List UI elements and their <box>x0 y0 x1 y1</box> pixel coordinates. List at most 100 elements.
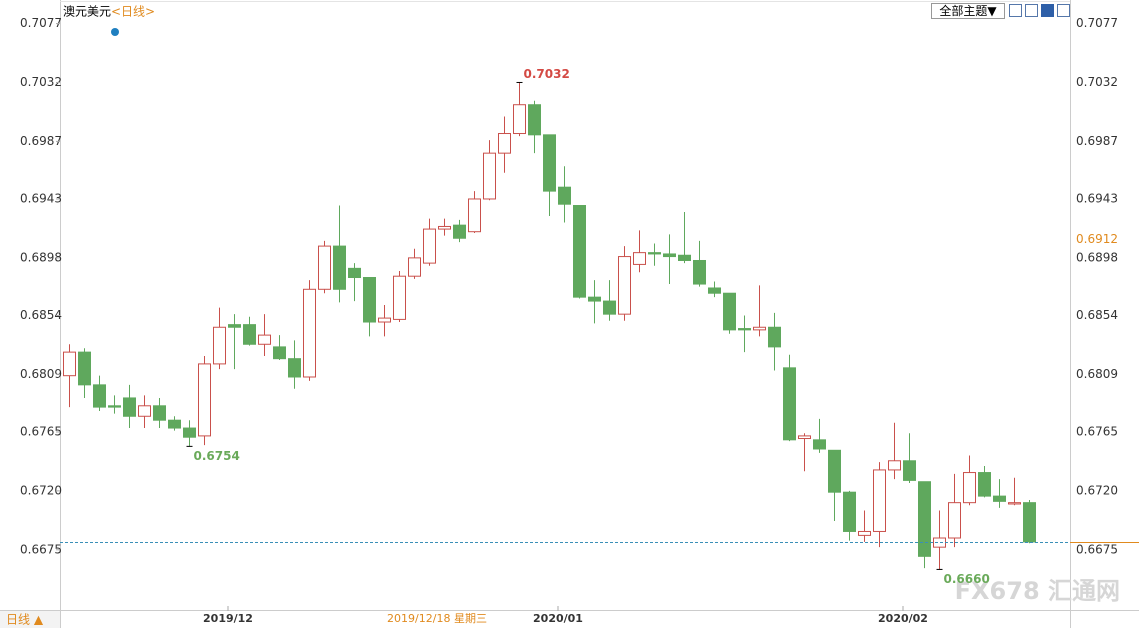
candle-body <box>183 427 196 438</box>
candle-body <box>438 225 451 230</box>
y-tick-label-right: 0.7032 <box>1076 75 1118 89</box>
candle-body <box>1008 502 1021 505</box>
candle-body <box>828 449 841 493</box>
candle-body <box>963 472 976 504</box>
candle-body <box>63 351 76 377</box>
candle-body <box>78 351 91 386</box>
y-tick-label: 0.7032 <box>20 75 62 89</box>
y-tick-label: 0.6765 <box>20 424 62 438</box>
candle-body <box>363 277 376 323</box>
candle-body <box>243 324 256 345</box>
y-tick-label-right: 0.6854 <box>1076 308 1118 322</box>
marker-dot <box>111 28 119 36</box>
x-tick-label: 2020/01 <box>533 612 583 625</box>
cursor-label: 2019/12/18 星期三 <box>387 612 487 625</box>
candle-body <box>108 405 121 408</box>
tool-button[interactable] <box>1025 4 1038 17</box>
candle-body <box>228 324 241 328</box>
candle-body <box>213 326 226 365</box>
theme-button[interactable] <box>931 3 1005 19</box>
candle-body <box>723 292 736 331</box>
y-tick-label: 0.6987 <box>20 134 62 148</box>
candle-body <box>753 326 766 331</box>
price-marker-box <box>1071 231 1139 248</box>
y-tick-label: 0.6943 <box>20 191 62 205</box>
candle-body <box>588 296 601 302</box>
candle-body <box>513 104 526 135</box>
y-tick-label: 0.6675 <box>20 542 62 556</box>
candle-body <box>798 435 811 440</box>
candle-body <box>768 326 781 348</box>
y-tick-label: 0.6720 <box>20 483 62 497</box>
candle-body <box>423 228 436 264</box>
candle-body <box>528 104 541 136</box>
candle-body <box>138 405 151 417</box>
candle-body <box>978 472 991 497</box>
candle-body <box>663 253 676 258</box>
candle-body <box>453 224 466 239</box>
candle-body <box>348 267 361 279</box>
annotation: 0.6754 <box>194 449 240 463</box>
candle-body <box>738 328 751 331</box>
candle-body <box>333 245 346 290</box>
annotation: 0.6660 <box>944 572 990 586</box>
tool-button[interactable] <box>1057 4 1070 17</box>
period[interactable]: <日线> <box>111 5 155 19</box>
y-tick-label: 0.7077 <box>20 16 62 30</box>
y-tick-label-right: 0.6720 <box>1076 483 1118 497</box>
y-tick-label-right: 0.6765 <box>1076 424 1118 438</box>
candle-body <box>618 256 631 315</box>
candle-body <box>993 495 1006 502</box>
candle-body <box>123 397 136 417</box>
candle-body <box>408 257 421 277</box>
candle-body <box>873 469 886 532</box>
candle-body <box>573 205 586 298</box>
watermark: FX678 汇通网 <box>955 577 1120 605</box>
candle-body <box>678 254 691 261</box>
y-tick-label-right: 0.6809 <box>1076 367 1118 381</box>
candle-body <box>543 134 556 192</box>
candle-body <box>498 133 511 154</box>
candle-body <box>288 358 301 378</box>
y-tick-label-right: 0.7077 <box>1076 16 1118 30</box>
symbol: 澳元美元 <box>63 5 111 19</box>
y-tick-label-right: 0.6987 <box>1076 134 1118 148</box>
candle-body <box>93 384 106 408</box>
candle-body <box>708 287 721 294</box>
candle-body <box>693 259 706 285</box>
candle-body <box>813 439 826 450</box>
y-tick-label: 0.6809 <box>20 367 62 381</box>
candle-body <box>633 252 646 265</box>
tool-button[interactable] <box>1009 4 1022 17</box>
tool-button[interactable] <box>1041 4 1054 17</box>
candle-body <box>903 460 916 481</box>
candle-body <box>558 186 571 205</box>
candle-body <box>1023 502 1036 543</box>
theme-button-label[interactable]: 全部主题▼ <box>939 3 997 18</box>
x-tick-label: 2020/02 <box>878 612 928 625</box>
candle-body <box>468 198 481 233</box>
y-tick-label-right: 0.6943 <box>1076 191 1118 205</box>
candle-body <box>378 317 391 323</box>
candle-body <box>153 405 166 421</box>
candle-body <box>948 502 961 539</box>
candle-body <box>603 300 616 315</box>
y-tick-label-right: 0.6898 <box>1076 250 1118 264</box>
period-bar <box>0 611 60 628</box>
candle-body <box>888 460 901 471</box>
candle-body <box>318 245 331 290</box>
y-tick-label: 0.6898 <box>20 250 62 264</box>
candle-body <box>918 481 931 557</box>
y-tick-label-right: 0.6675 <box>1076 542 1118 556</box>
candle-body <box>198 363 211 437</box>
period-button[interactable]: 日线 ▲ <box>6 613 44 627</box>
candle-body <box>393 275 406 320</box>
x-tick-label: 2019/12 <box>203 612 253 625</box>
price-marker: 0.6912 <box>1076 232 1118 246</box>
candle-body <box>483 152 496 200</box>
y-tick-label: 0.6854 <box>20 308 62 322</box>
candle-body <box>843 491 856 532</box>
candle-body <box>168 419 181 429</box>
